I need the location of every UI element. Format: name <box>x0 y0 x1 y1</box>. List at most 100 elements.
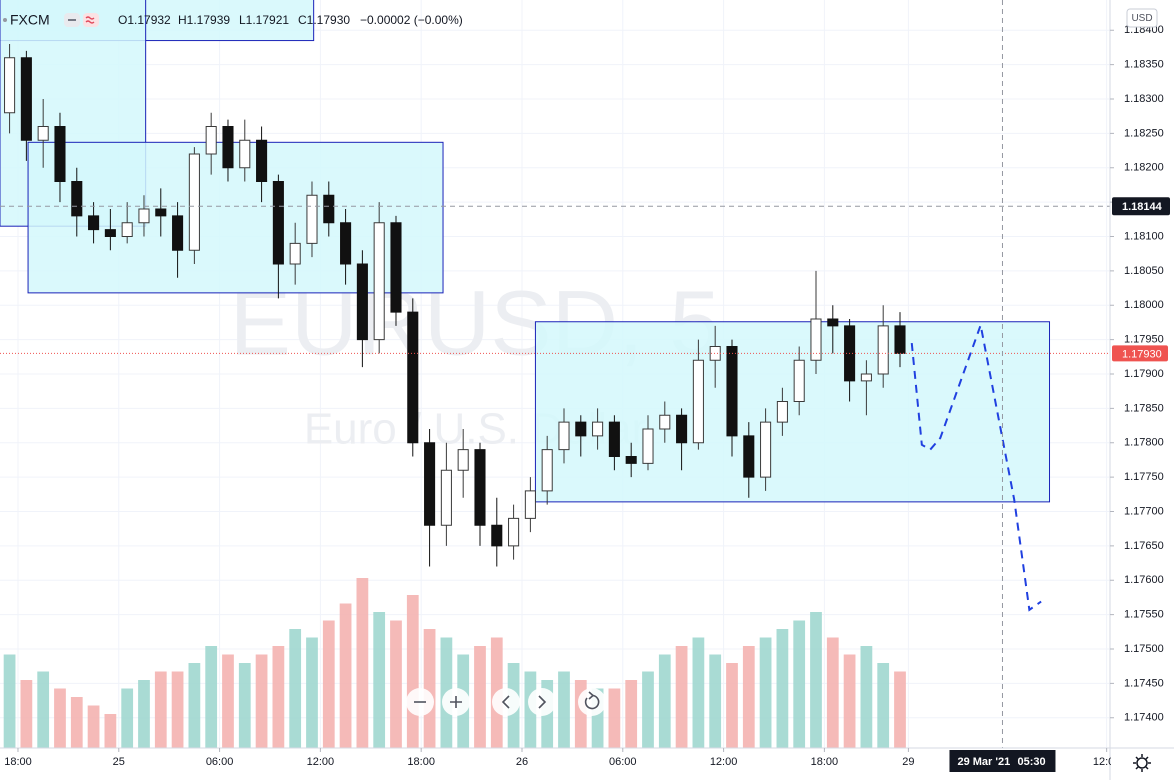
candle-body <box>390 222 402 313</box>
volume-bar <box>238 663 251 748</box>
volume-bar <box>658 654 671 748</box>
y-tick-label: 1.17800 <box>1124 437 1164 449</box>
volume-bar <box>591 688 604 748</box>
volume-bar <box>20 680 33 748</box>
volume-bar <box>776 629 789 748</box>
candle-body <box>155 208 167 217</box>
y-tick-label: 1.17900 <box>1124 368 1164 380</box>
y-tick-label: 1.17400 <box>1124 712 1164 724</box>
currency-label: USD <box>1131 13 1152 24</box>
y-tick-label: 1.18350 <box>1124 59 1164 71</box>
x-tick-label: 12:00 <box>710 756 738 768</box>
volume-bar <box>373 612 386 748</box>
zoom-out-button[interactable] <box>406 688 434 716</box>
crosshair-price-label: 1.18144 <box>1122 201 1163 213</box>
ohlc-legend-item: −0.00002 (−0.00%) <box>360 13 463 27</box>
volume-bar <box>625 680 638 748</box>
zoom-in-button[interactable] <box>442 688 470 716</box>
y-tick-label: 1.18000 <box>1124 299 1164 311</box>
ohlc-legend-item: C1.17930 <box>298 13 350 27</box>
scroll-left-button[interactable] <box>492 688 520 716</box>
zoom-controls <box>406 688 606 716</box>
x-tick-label: 18:00 <box>811 756 839 768</box>
crosshair-time-label: 05:30 <box>1017 756 1045 768</box>
candle-body <box>625 456 637 464</box>
y-tick-label: 1.17600 <box>1124 574 1164 586</box>
candle-body <box>894 325 906 354</box>
x-tick-label: 25 <box>113 756 125 768</box>
candle-body <box>810 318 822 361</box>
candle-body <box>88 215 100 231</box>
candle-body <box>541 449 553 492</box>
y-tick-label: 1.18200 <box>1124 162 1164 174</box>
candle-body <box>340 222 352 265</box>
volume-bar <box>356 578 369 748</box>
candle-body <box>793 359 805 402</box>
y-tick-label: 1.18050 <box>1124 265 1164 277</box>
volume-bar <box>154 671 167 748</box>
scroll-right-button[interactable] <box>528 688 556 716</box>
volume-bar <box>289 629 302 748</box>
candle-body <box>289 242 301 265</box>
axis-corner <box>1111 749 1174 780</box>
x-tick-label: 18:00 <box>407 756 435 768</box>
candle-body <box>692 359 704 444</box>
crosshair-date-label: 29 Mar '21 <box>957 756 1010 768</box>
x-tick-label: 18:00 <box>4 756 32 768</box>
volume-bar <box>222 654 234 748</box>
y-tick-label: 1.18250 <box>1124 127 1164 139</box>
x-axis-labels: 18:00 25 06:00 12:00 18:00 26 06:00 12:00 18:00 2… <box>4 748 1120 768</box>
candle-body <box>188 153 200 251</box>
y-tick-label: 1.17650 <box>1124 540 1164 552</box>
volume-bar <box>423 629 436 748</box>
candle-body <box>457 449 469 471</box>
ui-overlay: USD FXCM O1.17932 H1.17939 L1.17921 C1.17930… <box>3 8 1158 772</box>
candle-body <box>877 325 889 375</box>
candle-body <box>743 435 755 478</box>
candle-body <box>20 57 32 141</box>
x-tick-label: 26 <box>516 756 528 768</box>
volume-bar <box>675 646 688 748</box>
volume-bar <box>37 671 50 748</box>
volume-bar <box>255 654 268 748</box>
reset-button[interactable] <box>578 688 606 716</box>
volume-bar <box>826 637 839 748</box>
volume-bar <box>306 637 318 748</box>
candle-body <box>608 421 620 457</box>
volume-bar <box>759 637 772 748</box>
currency-badge[interactable] <box>1126 8 1158 28</box>
settings-button[interactable] <box>1133 754 1151 772</box>
y-tick-label: 1.17450 <box>1124 677 1164 689</box>
volume-bar <box>322 620 335 748</box>
candle-body <box>272 181 284 265</box>
legend-icon <box>83 13 99 27</box>
volume-bar <box>474 646 486 748</box>
candle-body <box>323 194 335 224</box>
volume-bar <box>726 663 738 748</box>
volume-bar <box>138 680 150 748</box>
x-tick-label: 06:00 <box>609 756 637 768</box>
projection-line <box>910 321 1042 612</box>
volume-bar <box>793 620 806 748</box>
volume-bar <box>54 688 66 748</box>
volume-bar <box>692 637 705 748</box>
volume-bar <box>390 620 402 748</box>
candle-body <box>306 194 318 244</box>
y-tick-label: 1.17700 <box>1124 505 1164 517</box>
crosshair-time-tag <box>949 750 1056 772</box>
candle-body <box>121 222 133 237</box>
volume-bar <box>3 654 16 748</box>
candle-body <box>222 126 234 169</box>
symbol-label: FXCM <box>10 12 50 28</box>
volume-bar <box>406 595 419 748</box>
rectangle-drawing <box>534 321 1051 503</box>
y-tick-label: 1.17550 <box>1124 609 1164 621</box>
volume-bar <box>104 714 117 748</box>
candle-body <box>659 414 671 430</box>
candle-body <box>592 421 604 437</box>
volume-bar <box>87 705 100 748</box>
volume-bar <box>171 671 184 748</box>
